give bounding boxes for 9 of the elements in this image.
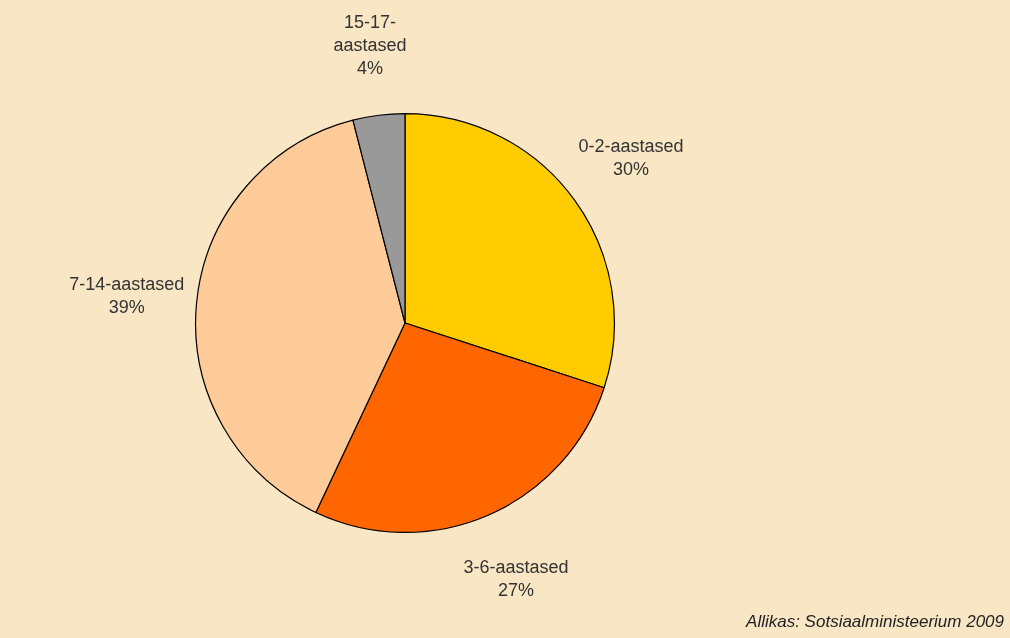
data-label: 27% [497, 579, 534, 600]
slice-label: 3-6-aastased [463, 556, 569, 577]
data-label: 39% [108, 297, 145, 318]
data-label: 4% [356, 57, 383, 78]
slice-label: 0-2-aastased [578, 136, 684, 157]
slice-label: 7-14-aastased [69, 274, 185, 295]
text: Allikas: Sotsiaalministeerium 2009 [746, 612, 1004, 632]
slice-label: 15-17-aastased [333, 11, 407, 55]
data-label: 30% [613, 159, 650, 180]
